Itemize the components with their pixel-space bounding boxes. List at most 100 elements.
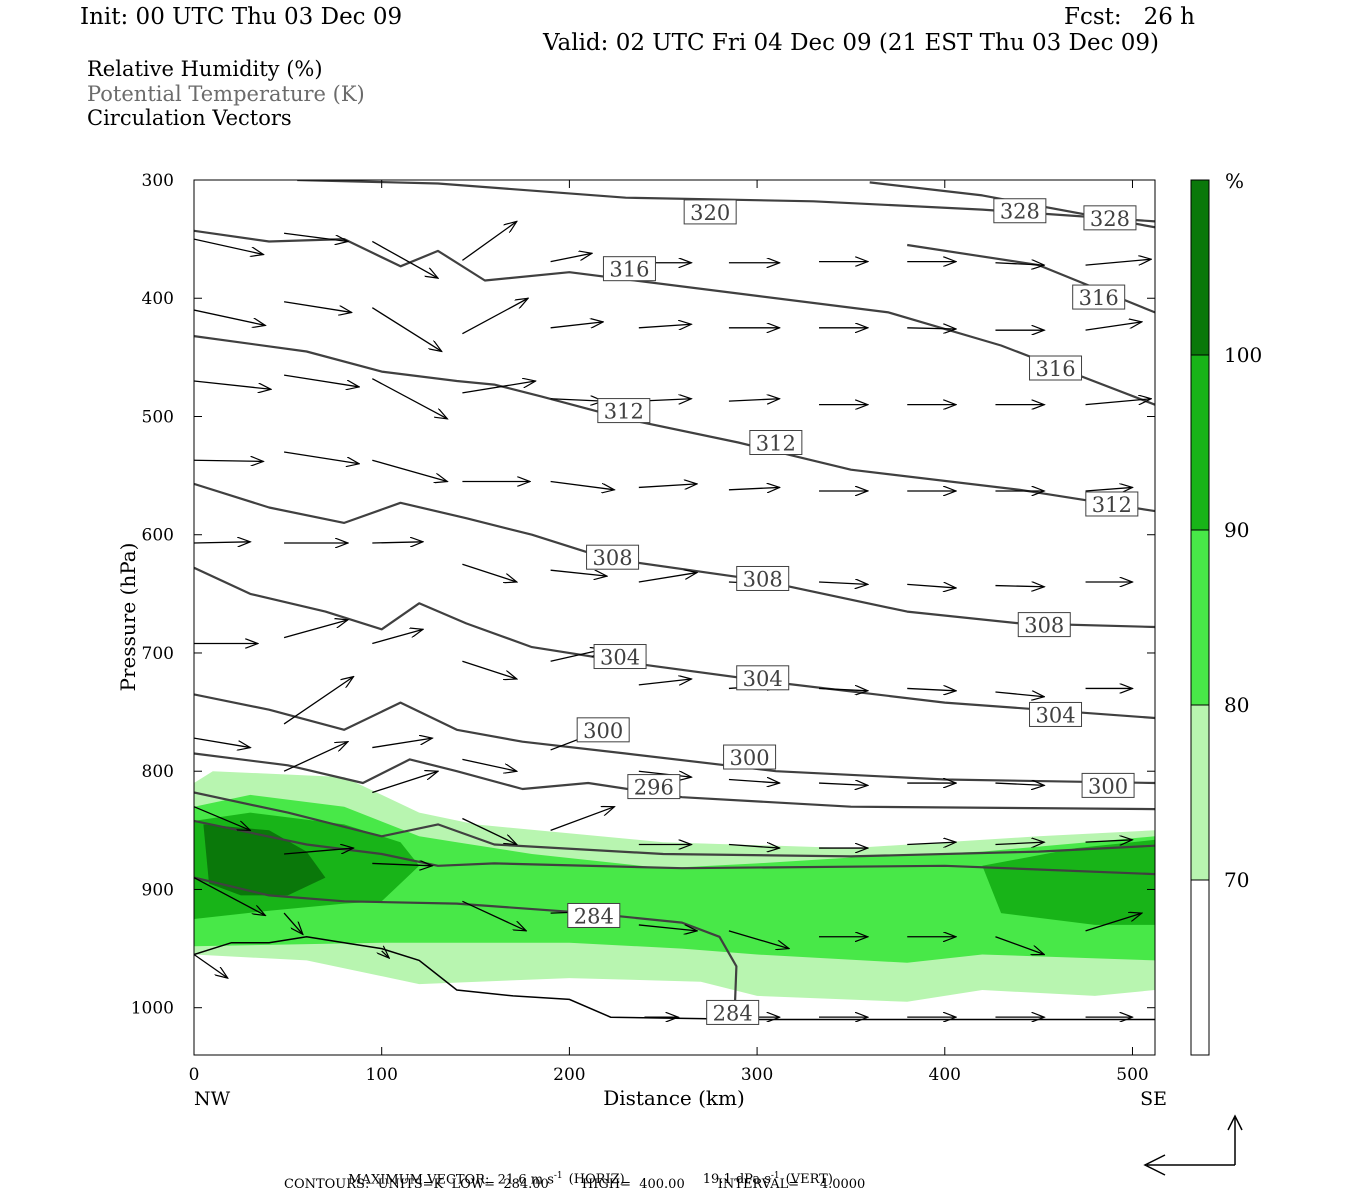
- contour-label-312: 312: [749, 430, 803, 456]
- contour-label-box: [602, 256, 656, 282]
- wind-vector: [284, 848, 353, 855]
- contour-label-box: [1081, 772, 1135, 798]
- colorbar-label: 80: [1224, 693, 1249, 717]
- rh-fill-layer: [194, 771, 1155, 1002]
- contour-label-box: [593, 644, 647, 670]
- contour-label-layer: 320 328 328 316 316 316 312 312 312 308 308 308 304 3…: [567, 198, 1139, 1025]
- contour-label-box: [706, 999, 760, 1025]
- colorbar-unit: %: [1225, 169, 1244, 193]
- wind-vector: [728, 779, 780, 783]
- wind-vector: [995, 692, 1044, 697]
- theta-contour-288: [194, 819, 1155, 876]
- reference-vector-icon: [1143, 1114, 1243, 1176]
- wind-vector: [194, 238, 263, 254]
- contour-label-300: 300: [723, 744, 777, 770]
- wind-vector: [1085, 399, 1152, 406]
- y-tick-label: 600: [142, 526, 174, 546]
- wind-vector: [995, 263, 1044, 265]
- colorbar-segment: [1191, 530, 1209, 705]
- contour-label-308: 308: [1017, 612, 1071, 638]
- wind-vector: [283, 451, 359, 464]
- contour-label-text: 328: [1090, 207, 1130, 231]
- theta-contour-312: [194, 335, 1155, 513]
- wind-vector: [284, 232, 348, 241]
- x-tick-label: 0: [189, 1065, 200, 1085]
- wind-vector: [638, 679, 692, 686]
- wind-vector: [638, 484, 697, 488]
- colorbar-segment: [1191, 880, 1209, 1055]
- wind-vector: [462, 563, 516, 582]
- wind-vector: [194, 953, 228, 978]
- contour-label-text: 284: [574, 904, 614, 928]
- wind-vector: [194, 806, 250, 831]
- wind-vector: [372, 378, 447, 419]
- wind-vector: [818, 582, 868, 584]
- wind-vector: [550, 480, 615, 490]
- wind-vector: [283, 620, 348, 639]
- wind-vector: [907, 584, 956, 588]
- theta-contour-300: [194, 693, 1155, 785]
- contour-label-text: 300: [1088, 774, 1128, 798]
- contour-label-box: [736, 565, 790, 591]
- wind-vector: [818, 688, 868, 690]
- forecast-hour: Fcst: 26 h: [1064, 4, 1195, 30]
- contour-label-316: 316: [1072, 284, 1126, 310]
- vert-exponent: -1: [770, 1171, 780, 1181]
- y-tick-label: 700: [142, 644, 174, 664]
- contour-label-308: 308: [586, 544, 640, 570]
- legend-theta: Potential Temperature (K): [87, 82, 365, 106]
- x-tick-label: 200: [553, 1065, 585, 1085]
- rh-region-90: [982, 839, 1155, 925]
- wind-vector: [995, 842, 1044, 844]
- contour-label-312: 312: [597, 398, 651, 424]
- max-vector-vert-label: 19.1 dPa s: [702, 1172, 771, 1188]
- contour-label-text: 312: [756, 432, 796, 456]
- contour-label-text: 304: [743, 667, 783, 691]
- horiz-exponent: -1: [553, 1171, 563, 1181]
- contour-label-text: 300: [583, 719, 623, 743]
- theta-contour-292: [194, 791, 1155, 858]
- contour-label-320: 320: [683, 199, 737, 225]
- theta-contour-308: [194, 482, 1155, 629]
- contour-label-text: 284: [713, 1001, 753, 1025]
- colorbar-label: 100: [1224, 343, 1262, 367]
- horiz-tag: (HORIZ): [568, 1172, 625, 1188]
- y-tick-label: 800: [142, 762, 174, 782]
- x-tick-label: 300: [741, 1065, 773, 1085]
- wind-vector: [462, 817, 516, 845]
- contour-label-296: 296: [627, 774, 681, 800]
- wind-vector: [728, 399, 780, 401]
- contour-label-text: 312: [1092, 493, 1132, 517]
- contour-label-text: 316: [1035, 357, 1075, 381]
- legend-rh: Relative Humidity (%): [87, 57, 323, 81]
- wind-vector: [462, 221, 516, 261]
- wind-vector: [194, 460, 263, 461]
- y-tick-label: 500: [142, 407, 174, 427]
- contour-label-text: 308: [593, 546, 633, 570]
- wind-vector: [995, 783, 1044, 785]
- wind-vector: [194, 380, 271, 389]
- contour-label-text: 316: [1079, 286, 1119, 310]
- wind-vector: [372, 863, 432, 865]
- wind-vector: [462, 900, 526, 931]
- y-tick-label: 400: [142, 289, 174, 309]
- colorbar-segment: [1191, 180, 1209, 355]
- contour-label-box: [1017, 612, 1071, 638]
- wind-vector: [995, 586, 1044, 587]
- colorbar-label: 90: [1224, 518, 1249, 542]
- contour-label-text: 308: [743, 567, 783, 591]
- contour-label-box: [586, 544, 640, 570]
- wind-vector: [194, 877, 265, 916]
- wind-vector: [462, 298, 528, 335]
- contour-label-box: [1083, 205, 1137, 231]
- wind-vector: [462, 660, 516, 679]
- wind-vector: [283, 301, 352, 313]
- plot-frame: [193, 179, 1156, 1056]
- wind-vector: [462, 758, 516, 771]
- contour-label-316: 316: [1029, 355, 1083, 381]
- wind-vector: [728, 487, 780, 489]
- colorbar-segment: [1191, 705, 1209, 880]
- x-axis-title: Distance (km): [603, 1086, 745, 1110]
- wind-vector: [372, 771, 438, 794]
